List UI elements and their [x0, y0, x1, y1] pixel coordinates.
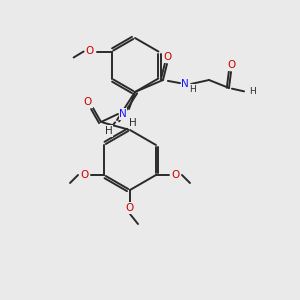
Text: N: N — [119, 109, 127, 119]
Text: O: O — [85, 46, 94, 56]
Text: O: O — [84, 97, 92, 107]
Text: O: O — [80, 170, 88, 180]
Text: O: O — [126, 203, 134, 213]
Text: H: H — [105, 126, 113, 136]
Text: N: N — [181, 79, 189, 89]
Text: O: O — [163, 52, 171, 62]
Text: H: H — [249, 88, 255, 97]
Text: O: O — [172, 170, 180, 180]
Text: H: H — [189, 85, 195, 94]
Text: H: H — [129, 118, 137, 128]
Text: O: O — [227, 60, 235, 70]
